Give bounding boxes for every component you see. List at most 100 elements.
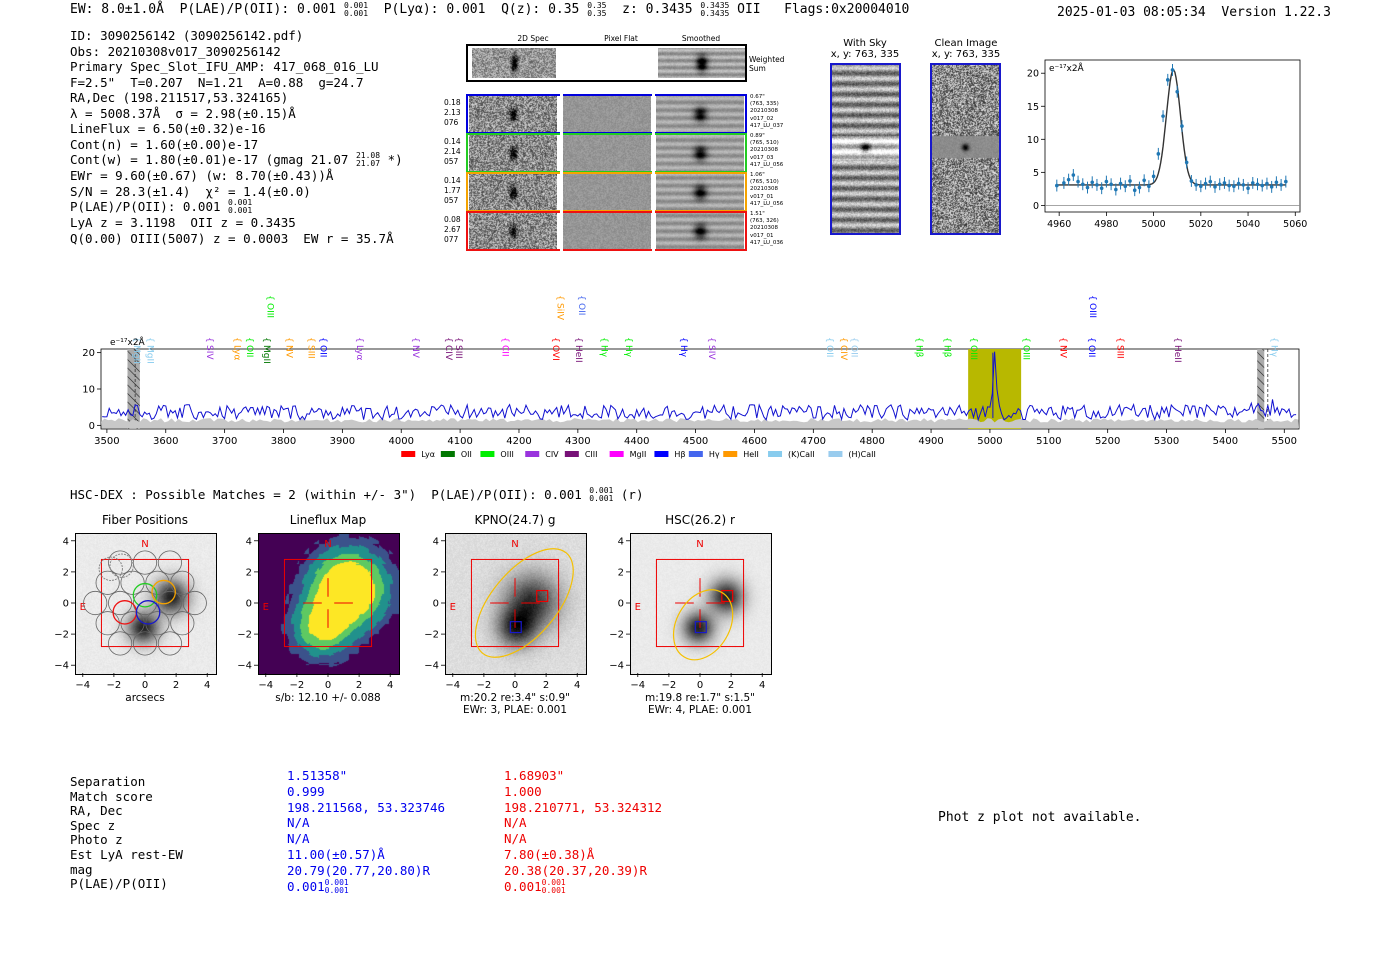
cutout-info-value: 417_LU_037	[750, 122, 784, 129]
east-label: E	[80, 602, 86, 613]
spectral-line-label: SIII	[453, 345, 463, 359]
full-y-tick-label: 10	[82, 385, 95, 396]
spectral-line-label: Hγ	[623, 345, 633, 358]
spectral-line-brace: {	[354, 337, 364, 343]
zoom-data-point	[1250, 181, 1255, 185]
info-block: ID: 3090256142 (3090256142.pdf) Obs: 202…	[70, 28, 403, 246]
hsc-y-tick-label: 4	[433, 536, 439, 547]
legend-label: MgII	[630, 450, 647, 459]
masked-region	[127, 349, 140, 429]
spectral-line-label: OIII	[1087, 303, 1097, 318]
zoom-data-point	[1284, 179, 1288, 184]
legend-label: OIII	[500, 450, 513, 459]
spectral-line-label: OII	[824, 345, 834, 357]
full-x-tick-label: 4400	[624, 436, 649, 447]
table-cell: 1.51358"	[287, 768, 348, 783]
cutout-divider	[652, 211, 655, 251]
stat-value: 0.14	[444, 137, 461, 146]
full-marks: 3500 3600 3700 3800 3900 4000 4100 4200 4300 4400…	[82, 295, 1300, 459]
table-cell: 198.211568, 53.323746	[287, 799, 446, 815]
header-qz-frac: 0.35 0.35	[587, 1, 607, 18]
fiber-circle	[170, 570, 195, 595]
col-pixel-flat: Pixel Flat	[604, 34, 638, 43]
header-timestamp: 2025-01-03 08:05:34	[1057, 5, 1206, 20]
match-box-red	[536, 589, 549, 603]
zoom-data-point	[1222, 181, 1227, 185]
hsc-y-tick-label: 0	[63, 599, 69, 610]
zoom-data-point	[1180, 124, 1184, 128]
north-label: N	[141, 539, 148, 550]
spectral-line-label: NV	[1058, 345, 1068, 359]
zoom-x-tick-label: 5000	[1142, 219, 1166, 230]
spectral-line-brace: {	[204, 337, 214, 343]
hsc-panel-caption: m:20.2 re:3.4" s:0.9"	[460, 692, 570, 704]
match-box-blue	[694, 621, 707, 634]
stat-value: 057	[444, 157, 459, 166]
header-plae: P(LAE)/P(OII): 0.001	[179, 2, 337, 17]
cutout-info-value: (765, 510)	[750, 179, 779, 186]
hsc-x-tick-label: 4	[759, 680, 765, 691]
spectral-line-label: OIII	[265, 303, 275, 318]
cutout-info-value: 20210308	[750, 186, 778, 193]
hsc-panel-overlay: N E −4 −4 −2 −2 0 0 2 2 4 4	[424, 536, 580, 691]
full-x-tick-label: 3500	[94, 436, 119, 447]
hsc-x-tick-label: −4	[445, 680, 460, 691]
spectral-line-brace: {	[318, 337, 328, 343]
fiber-circle	[108, 631, 133, 656]
spectral-line-label: Hγ	[678, 345, 688, 358]
zoom-data-point	[1090, 180, 1095, 185]
hsc-y-tick-label: 0	[618, 599, 624, 610]
cutout-info-value: v017_03	[750, 154, 774, 161]
cutout-pixel-flat	[563, 174, 651, 210]
legend-label: CIV	[545, 450, 559, 459]
spectral-line-label: Hβ	[913, 345, 923, 358]
legend-swatch	[564, 451, 579, 457]
spectral-line-label: SiIV	[554, 303, 564, 321]
info-primary: Primary Spec_Slot_IFU_AMP: 417_068_016_L…	[70, 59, 379, 74]
cutout-divider	[652, 172, 655, 212]
zoom-data-point	[1274, 180, 1279, 185]
zoom-data-point	[1279, 183, 1283, 187]
hsc-panel-title: Lineflux Map	[289, 513, 367, 527]
info-contw: Cont(w) = 1.80(±0.01)e-17 (gmag 21.07 21…	[70, 151, 403, 168]
table-cell: N/A	[287, 831, 310, 847]
zoom-data-point	[1085, 185, 1090, 190]
full-x-tick-label: 4700	[801, 436, 826, 447]
photz-message: Phot z plot not available.	[938, 810, 1142, 825]
header-z-frac: 0.3435 0.3435	[700, 1, 730, 18]
spectral-line-label: SIV	[706, 345, 716, 360]
full-x-tick-label: 4100	[447, 436, 472, 447]
zoom-data-point	[1199, 184, 1203, 189]
full-unit-label: e⁻¹⁷x2Å	[110, 336, 146, 348]
highlight-region	[968, 349, 1022, 429]
info-q: Q(0.00) OIII(5007) z = 0.0003 EW r = 35.…	[70, 230, 394, 246]
zoom-data-point	[1175, 89, 1180, 94]
fiber-circle	[95, 570, 120, 595]
spectral-line-brace: {	[232, 337, 242, 343]
spectral-line-brace: {	[1268, 337, 1278, 343]
match-table-blue: 1.51358" 0.999 198.211568, 53.323746 N/A N/A…	[287, 768, 445, 895]
fiber-circle-orange	[151, 579, 176, 605]
header-z: z: 0.3435	[622, 2, 693, 17]
stat-value: 2.67	[444, 225, 461, 234]
fiber-circle	[132, 590, 158, 616]
zoom-x-tick-label: 5060	[1283, 219, 1307, 230]
legend-label: (K)CaII	[788, 450, 815, 459]
hsc-y-tick-label: −2	[237, 630, 252, 641]
cutout-info-value: 417_LU_056	[750, 161, 784, 168]
full-x-tick-label: 3800	[271, 436, 296, 447]
zoom-data-point	[1194, 183, 1198, 187]
spectral-line-brace: {	[1058, 337, 1068, 343]
hsc-y-tick-label: −4	[424, 661, 439, 672]
zoom-data-point	[1203, 181, 1208, 186]
hsc-panel-title: KPNO(24.7) g	[474, 513, 556, 527]
hsc-y-tick-label: 2	[433, 567, 439, 578]
table-cell: N/A	[504, 831, 527, 847]
search-box	[655, 558, 745, 648]
hsc-x-tick-label: 0	[325, 680, 331, 691]
zoom-data-point	[1170, 68, 1175, 72]
spectral-line-label: OII	[576, 303, 586, 315]
table-row-label: P(LAE)/P(OII)	[70, 876, 168, 892]
zoom-data-point	[1232, 184, 1236, 189]
zoom-data-point	[1213, 185, 1217, 189]
